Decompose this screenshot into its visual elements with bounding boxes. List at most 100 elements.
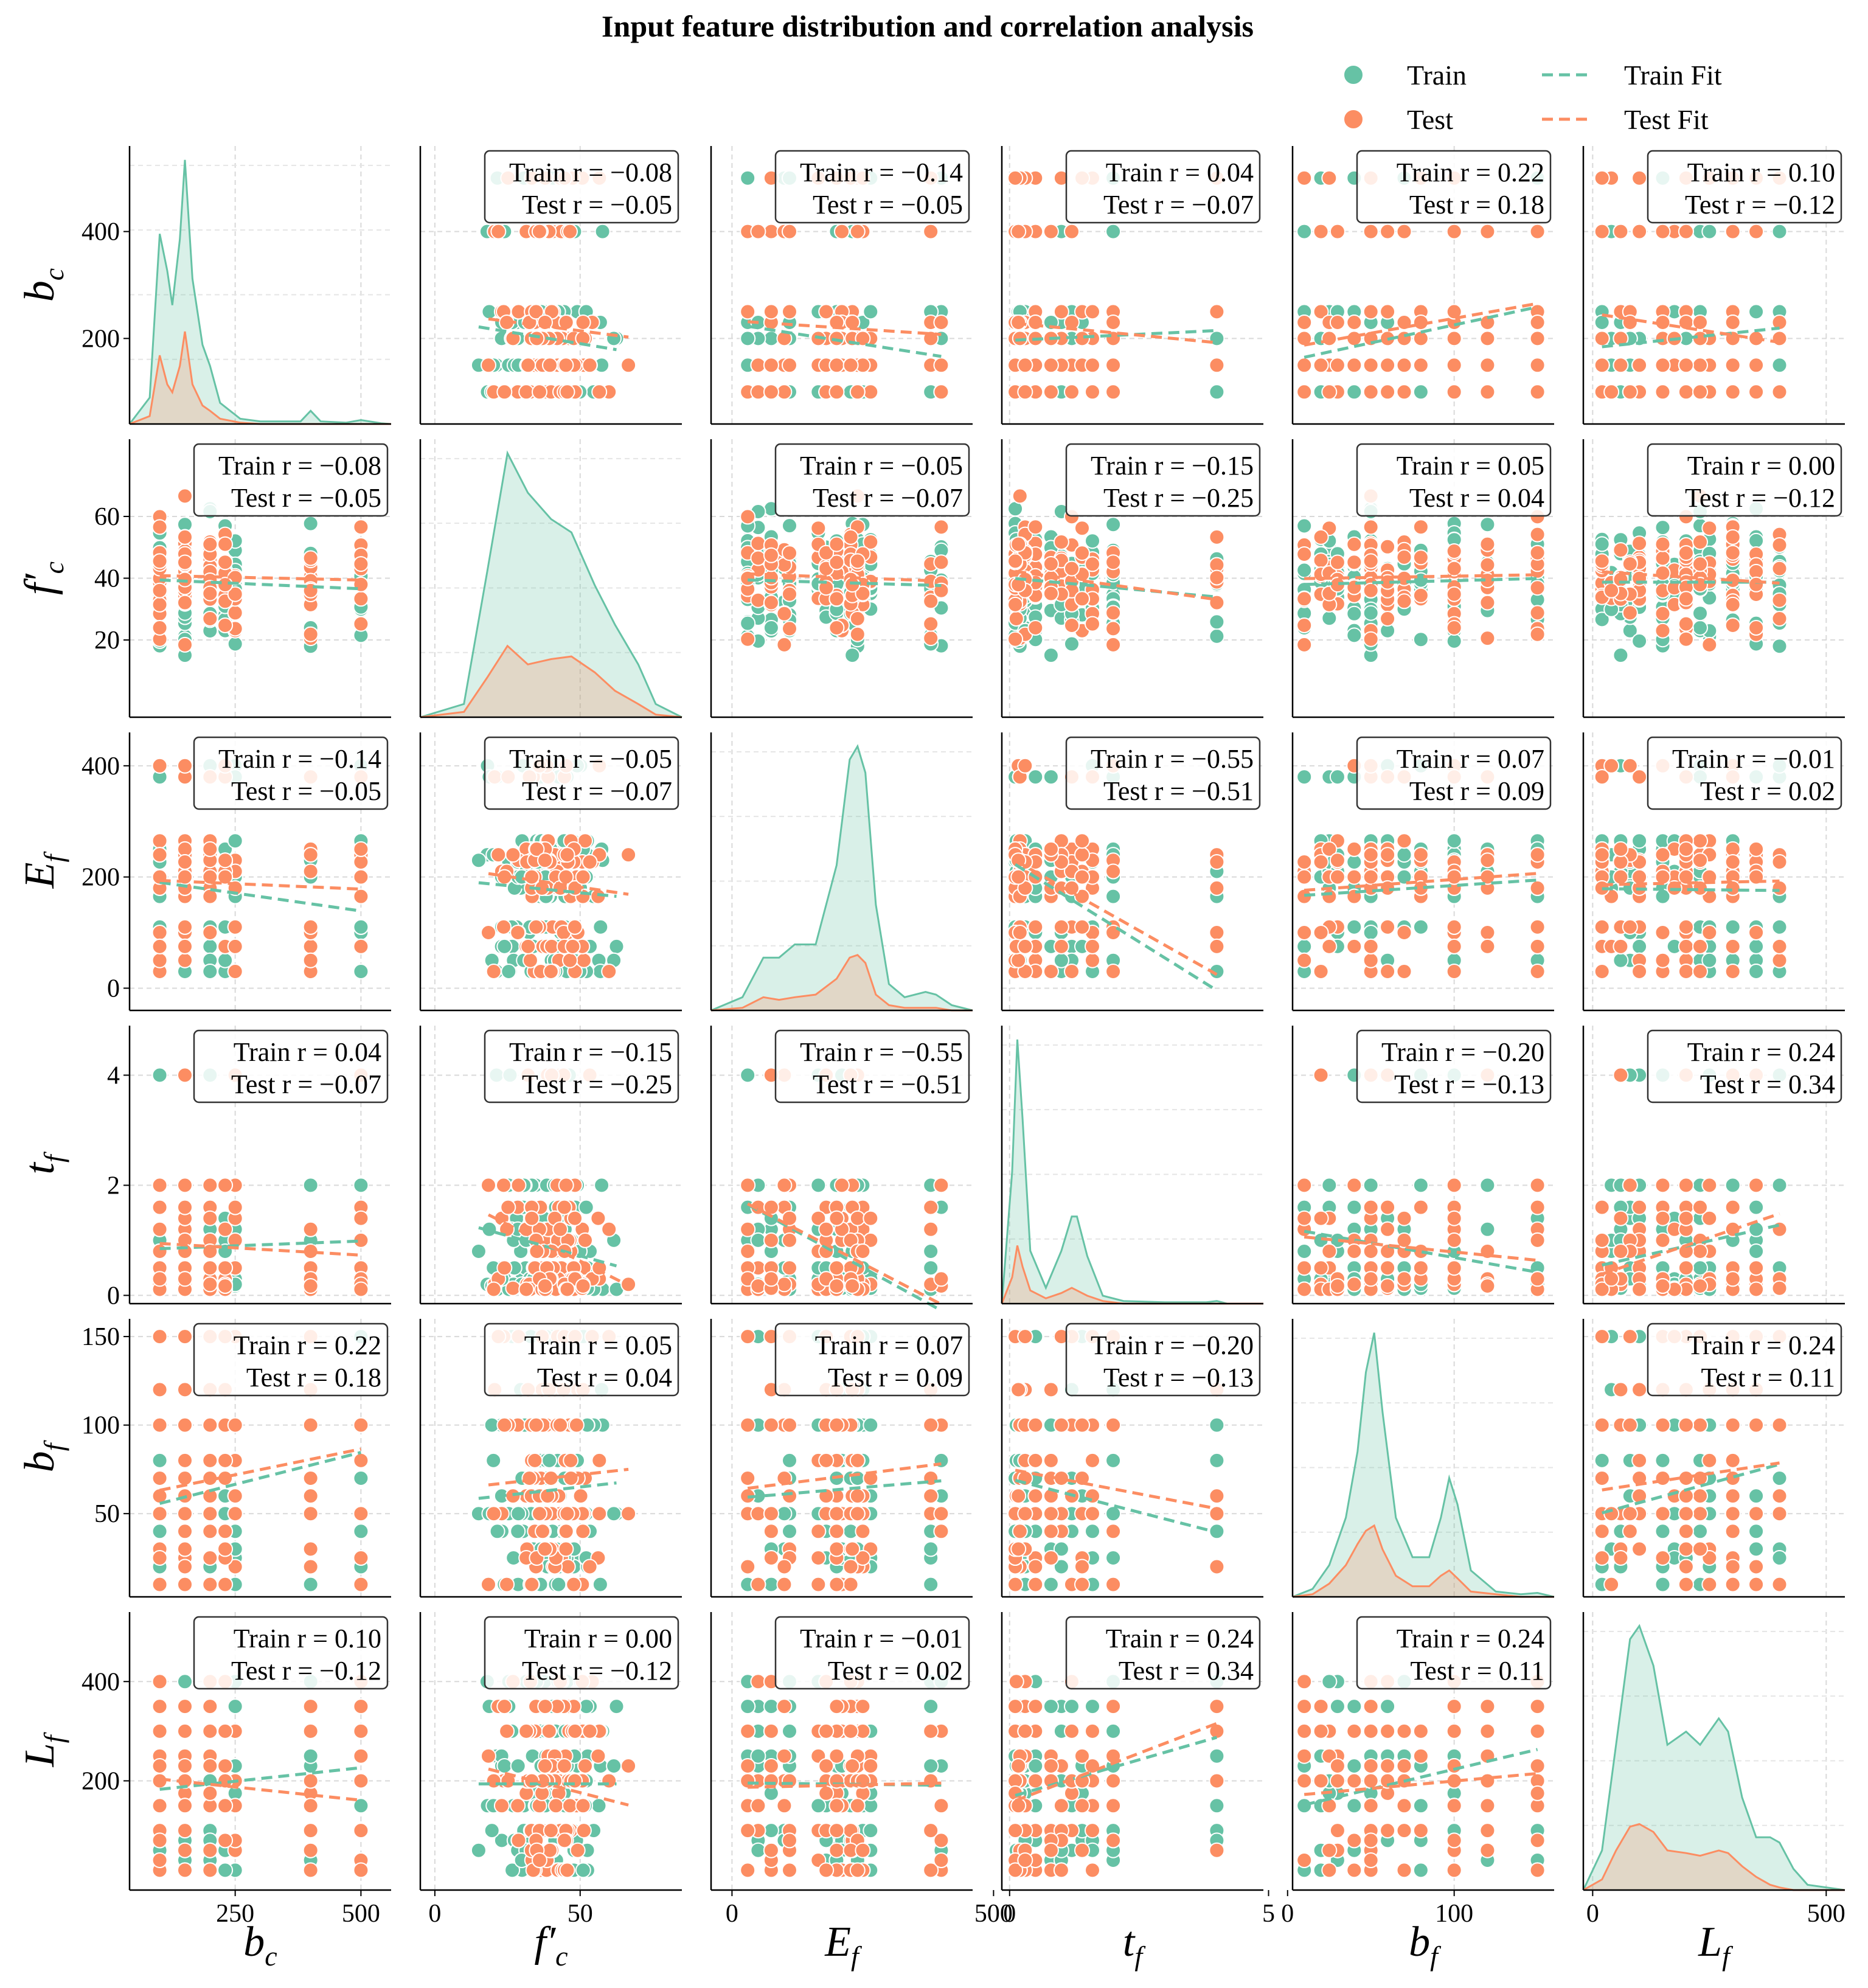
- point-test: [1412, 847, 1429, 863]
- point-test: [177, 554, 193, 571]
- point-test: [1380, 611, 1396, 627]
- point-test: [177, 919, 193, 935]
- point-test: [1594, 964, 1610, 979]
- point-test: [740, 1243, 756, 1259]
- point-test: [558, 357, 574, 374]
- point-train: [740, 1067, 756, 1083]
- point-test: [537, 852, 553, 869]
- point-test: [863, 1210, 879, 1226]
- point-train: [151, 1067, 168, 1083]
- point-train: [863, 304, 879, 320]
- point-test: [1529, 526, 1546, 543]
- point-train: [227, 833, 243, 849]
- point-test: [1678, 384, 1694, 400]
- point-test: [510, 925, 526, 940]
- point-test: [1007, 596, 1024, 613]
- point-test: [828, 1260, 845, 1276]
- point-test: [227, 919, 243, 935]
- point-test: [528, 919, 544, 935]
- point-test: [1529, 938, 1546, 954]
- y-tick-label: 200: [82, 864, 120, 892]
- kde-line-train: [128, 159, 392, 425]
- point-test: [1296, 869, 1313, 885]
- point-test: [151, 1243, 168, 1259]
- point-test: [1346, 315, 1363, 330]
- point-test: [1678, 938, 1694, 954]
- point-test: [776, 605, 793, 622]
- point-test: [1085, 938, 1100, 954]
- point-test: [842, 357, 859, 374]
- point-test: [1396, 593, 1412, 610]
- annotation-test-r: Test r = −0.05: [231, 776, 381, 806]
- point-test: [202, 1177, 218, 1194]
- point-train: [1053, 952, 1069, 968]
- point-test: [217, 1260, 234, 1276]
- point-test: [1724, 617, 1741, 633]
- point-train: [782, 518, 797, 534]
- point-test: [556, 1199, 572, 1215]
- point-test: [1363, 357, 1379, 374]
- point-test: [1064, 964, 1080, 979]
- point-train: [202, 964, 218, 979]
- point-test: [1085, 384, 1100, 400]
- annotation-test-r: Test r = −0.05: [522, 190, 672, 220]
- point-test: [842, 529, 859, 545]
- point-test: [1603, 582, 1620, 599]
- point-test: [750, 223, 766, 240]
- point-test: [510, 304, 527, 320]
- point-test: [1017, 384, 1033, 400]
- point-train: [763, 330, 779, 347]
- point-test: [353, 841, 369, 857]
- point-train: [1396, 847, 1412, 863]
- point-test: [1724, 529, 1741, 545]
- point-train: [1064, 636, 1080, 652]
- point-test: [1346, 938, 1363, 954]
- point-test: [562, 223, 578, 240]
- point-test: [818, 304, 835, 320]
- point-test: [353, 1281, 369, 1298]
- point-train: [1363, 925, 1379, 940]
- point-test: [1594, 223, 1610, 240]
- point-test: [1296, 357, 1313, 374]
- y-tick-label: 60: [94, 503, 120, 531]
- point-test: [1007, 631, 1024, 647]
- point-test: [227, 964, 243, 979]
- point-test: [1007, 170, 1024, 186]
- point-test: [1085, 616, 1100, 632]
- point-train: [1446, 833, 1462, 849]
- point-train: [1631, 633, 1648, 649]
- point-test: [763, 594, 779, 611]
- point-test: [1313, 357, 1329, 374]
- point-test: [202, 1276, 218, 1293]
- point-test: [1412, 587, 1429, 603]
- point-test: [1010, 223, 1027, 240]
- point-test: [1692, 938, 1708, 954]
- point-train: [302, 1177, 319, 1194]
- point-test: [1529, 626, 1546, 642]
- point-test: [1529, 580, 1546, 596]
- point-test: [202, 1260, 218, 1276]
- point-test: [151, 1177, 168, 1194]
- point-train: [501, 964, 517, 979]
- point-test: [923, 1221, 939, 1237]
- point-train: [227, 636, 243, 652]
- point-test: [1613, 357, 1629, 374]
- point-test: [524, 1210, 540, 1226]
- point-test: [151, 952, 168, 968]
- point-test: [1724, 544, 1741, 561]
- point-test: [353, 888, 369, 905]
- point-test: [302, 550, 319, 566]
- point-test: [302, 952, 319, 968]
- point-test: [558, 1177, 574, 1194]
- point-test: [828, 536, 845, 552]
- point-test: [1209, 880, 1225, 896]
- point-test: [1594, 847, 1610, 863]
- point-test: [1396, 384, 1412, 400]
- y-tick-label: 0: [107, 1282, 120, 1310]
